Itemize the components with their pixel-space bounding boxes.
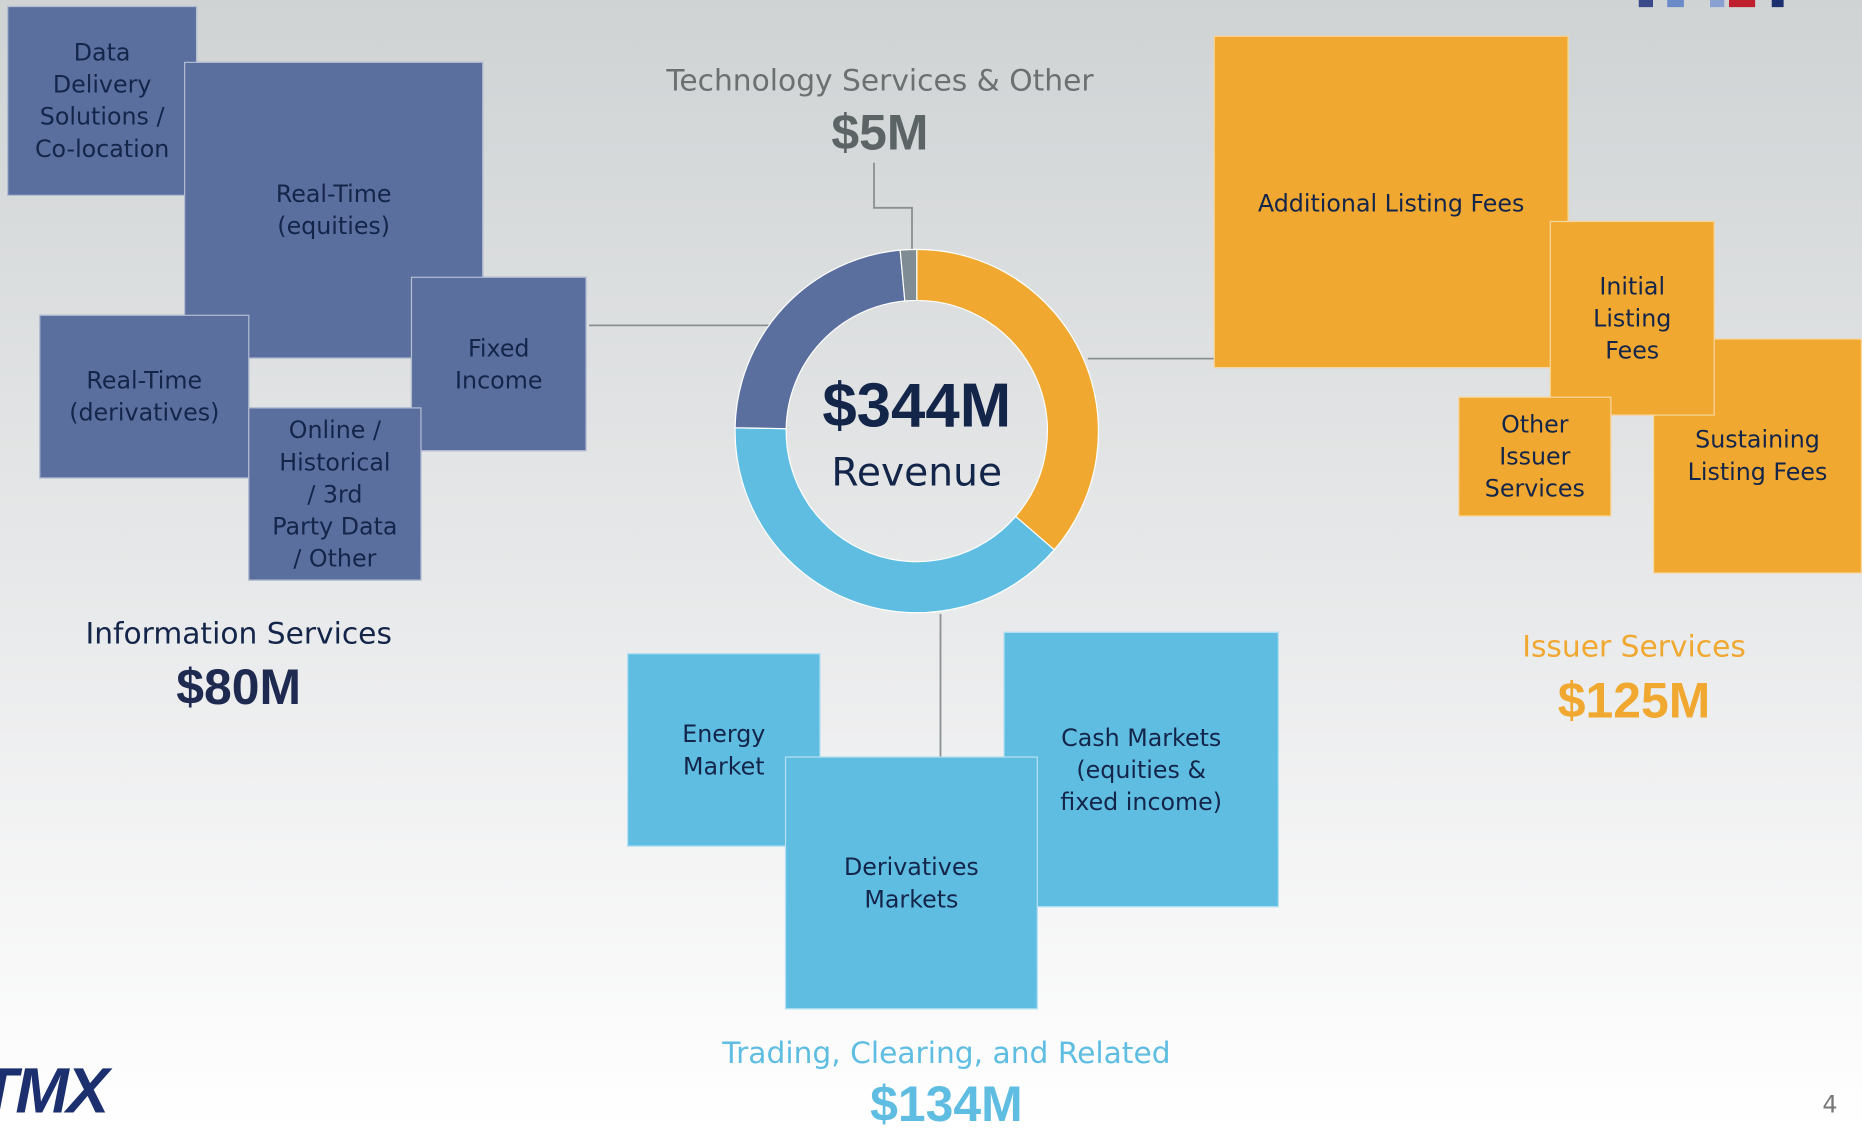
box-label: Solutions / bbox=[39, 102, 165, 131]
category-box: Online / Historical / 3rd Party Data / Other bbox=[248, 407, 422, 581]
connectors bbox=[589, 162, 1214, 757]
segment-name: Trading, Clearing, and Related bbox=[722, 1035, 1171, 1070]
box-label: Issuer bbox=[1499, 441, 1571, 471]
box-label: Online / bbox=[288, 415, 381, 444]
donut-segment bbox=[899, 248, 918, 302]
box-label: Data bbox=[73, 38, 131, 67]
category-box: Other Issuer Services bbox=[1458, 396, 1612, 517]
category-box: Additional Listing Fees bbox=[1213, 35, 1569, 369]
box-label: Listing Fees bbox=[1687, 457, 1828, 486]
category-box: Fixed Income bbox=[410, 276, 587, 452]
segment-value: $5M bbox=[831, 104, 929, 161]
segment-value: $134M bbox=[870, 1075, 1023, 1128]
segment-name: Technology Services & Other bbox=[666, 62, 1094, 98]
category-box: Data Delivery Solutions / Co-location bbox=[7, 5, 198, 196]
corner-decoration bbox=[1638, 0, 1784, 8]
donut-segment bbox=[734, 427, 1056, 614]
decoration bbox=[1710, 0, 1725, 8]
segment-value: $80M bbox=[176, 659, 302, 715]
box-label: Derivatives bbox=[843, 852, 979, 881]
total-revenue: $344M bbox=[822, 371, 1012, 441]
box-label: Historical bbox=[279, 447, 391, 476]
box-label: Co-location bbox=[34, 134, 170, 163]
box-label: Other bbox=[1501, 409, 1569, 439]
segment-value: $125M bbox=[1557, 672, 1711, 728]
box-label: Income bbox=[455, 365, 543, 394]
box-label: Cash Markets bbox=[1061, 722, 1222, 752]
box-label: Additional Listing Fees bbox=[1257, 188, 1525, 218]
box-label: Fixed bbox=[467, 333, 530, 362]
decoration bbox=[1667, 0, 1684, 8]
box-label: (equities & bbox=[1076, 754, 1206, 784]
box-label: (equities) bbox=[277, 211, 391, 240]
box-label: Sustaining bbox=[1695, 425, 1820, 454]
box-label: Market bbox=[682, 751, 765, 780]
logo: TMX bbox=[0, 1055, 109, 1127]
connector bbox=[873, 162, 913, 252]
box-label: Initial bbox=[1599, 271, 1666, 300]
category-box: Real-Time (derivatives) bbox=[39, 314, 250, 479]
box-label: (derivatives) bbox=[69, 397, 220, 427]
box-label: Energy bbox=[682, 719, 766, 748]
category-box: Derivatives Markets bbox=[784, 756, 1038, 1010]
box-label: Delivery bbox=[52, 70, 152, 99]
box-label: / 3rd bbox=[307, 479, 363, 508]
box-label: / Other bbox=[293, 543, 377, 572]
box-label: Real-Time bbox=[86, 365, 203, 395]
box-label: fixed income) bbox=[1060, 786, 1223, 816]
category-box: Cash Markets (equities & fixed income) bbox=[1003, 631, 1279, 908]
donut-segment bbox=[916, 248, 1099, 551]
box-label: Services bbox=[1484, 473, 1585, 503]
segment-name: Issuer Services bbox=[1522, 629, 1746, 664]
decoration bbox=[1771, 0, 1784, 8]
category-box: Initial Listing Fees bbox=[1549, 220, 1715, 416]
box-label: Fees bbox=[1605, 335, 1660, 364]
center-label: Revenue bbox=[831, 448, 1003, 496]
box-label: Party Data bbox=[272, 511, 398, 540]
page-number: 4 bbox=[1822, 1090, 1838, 1119]
box-label: Listing bbox=[1593, 303, 1672, 332]
box-label: Real-Time bbox=[275, 179, 392, 208]
segment-name: Information Services bbox=[85, 616, 392, 651]
decoration bbox=[1729, 0, 1756, 8]
decoration bbox=[1638, 0, 1653, 8]
box-label: Markets bbox=[864, 884, 959, 913]
